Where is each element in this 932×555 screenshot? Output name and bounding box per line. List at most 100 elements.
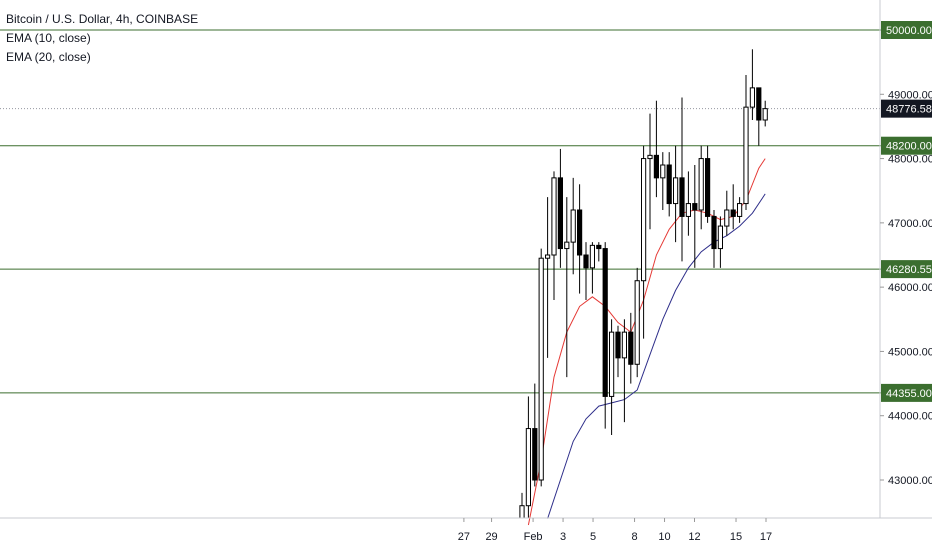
candle — [653, 100, 659, 198]
candle — [647, 113, 653, 230]
candle-body — [705, 158, 711, 217]
x-tick-label: 10 — [658, 531, 670, 543]
candle — [570, 177, 576, 275]
candle — [634, 267, 640, 378]
candle — [724, 190, 730, 236]
candle-body — [737, 203, 743, 217]
level-label: 48200.00 — [886, 141, 932, 153]
y-tick-label: 49000.00 — [888, 89, 932, 101]
candle-body — [589, 244, 595, 269]
candle-body — [685, 203, 691, 217]
candle — [621, 319, 627, 423]
candle-body — [557, 177, 563, 250]
candle — [685, 171, 691, 236]
x-tick-label: 5 — [590, 531, 596, 543]
candle — [756, 87, 762, 146]
y-tick-label: 44000.00 — [888, 411, 932, 423]
candle — [673, 145, 679, 243]
candle-body — [525, 428, 531, 507]
candle — [519, 492, 525, 519]
candle-body — [538, 257, 544, 481]
candle-body — [532, 428, 538, 481]
candle-body — [660, 164, 666, 179]
y-tick-label: 45000.00 — [888, 346, 932, 358]
candle — [730, 184, 736, 230]
labels-layer: 50000.00 48200.00 46280.55 44355.00 48776.58 — [881, 21, 932, 402]
candle-body — [634, 280, 640, 365]
candle-body — [711, 215, 717, 250]
last-price-bg — [881, 99, 932, 118]
candle — [557, 148, 563, 268]
x-tick-label: 12 — [688, 531, 700, 543]
candle-body — [596, 244, 602, 250]
candle — [743, 75, 749, 210]
level-label-bg — [881, 21, 932, 39]
level-label-bg — [881, 260, 932, 279]
candle — [660, 152, 666, 210]
legend-ema-10[interactable]: EMA (10, close) — [6, 31, 91, 45]
ema-layer — [527, 158, 766, 526]
candle-body — [749, 87, 755, 108]
candle — [525, 396, 531, 518]
candle-body — [621, 331, 627, 359]
candle-body — [666, 164, 672, 205]
candle — [641, 145, 647, 339]
candle — [749, 49, 755, 120]
candle — [666, 152, 672, 217]
x-tick-label: Feb — [524, 531, 543, 543]
x-tick-label: 27 — [458, 531, 470, 543]
candle-body — [609, 331, 615, 397]
candle — [564, 197, 570, 378]
candle-body — [628, 331, 634, 365]
candle-body — [653, 154, 659, 179]
candle — [583, 242, 589, 300]
x-tick-label: 8 — [631, 531, 637, 543]
chart-title[interactable]: Bitcoin / U.S. Dollar, 4h, COINBASE — [6, 12, 199, 26]
level-label-bg — [881, 383, 932, 402]
chart-legend: Bitcoin / U.S. Dollar, 4h, COINBASE EMA … — [6, 10, 198, 67]
candle — [705, 145, 711, 223]
candle-body — [570, 209, 576, 243]
candle-body — [545, 254, 551, 259]
candle-body — [724, 209, 730, 227]
candle — [596, 242, 602, 262]
candle — [609, 319, 615, 435]
candle-body — [756, 87, 762, 121]
candle-body — [551, 177, 557, 256]
level-label-bg — [881, 136, 932, 155]
candle-body — [717, 225, 723, 250]
candle-body — [577, 209, 583, 256]
candle — [692, 165, 698, 268]
candle — [615, 325, 621, 378]
levels-layer — [0, 29, 932, 394]
candle — [717, 216, 723, 268]
candle-body — [762, 108, 768, 121]
candle-body — [615, 331, 621, 359]
legend-ema-20[interactable]: EMA (20, close) — [6, 50, 91, 64]
candle-body — [519, 505, 525, 519]
ema-10-line — [527, 158, 766, 526]
y-tick-label: 48000.00 — [888, 154, 932, 166]
candle — [589, 242, 595, 294]
candle-body — [564, 241, 570, 250]
candle-body — [730, 209, 736, 217]
x-tick-label: 17 — [760, 531, 772, 543]
candle — [538, 248, 544, 487]
candle — [628, 312, 634, 384]
candle-body — [743, 106, 749, 205]
axis-layer: 43000.00 44000.00 45000.00 46000.00 47000.00… — [0, 0, 932, 543]
level-label: 50000.00 — [886, 25, 932, 37]
candle — [545, 197, 551, 358]
candle — [551, 171, 557, 300]
level-label: 46280.55 — [886, 264, 932, 276]
candles-layer — [519, 49, 768, 519]
y-tick-label: 46000.00 — [888, 282, 932, 294]
candle-body — [647, 154, 653, 160]
candle-body — [641, 158, 647, 282]
candle-body — [692, 203, 698, 211]
y-tick-label: 47000.00 — [888, 218, 932, 230]
candle-body — [679, 177, 685, 217]
level-label: 44355.00 — [886, 388, 932, 400]
